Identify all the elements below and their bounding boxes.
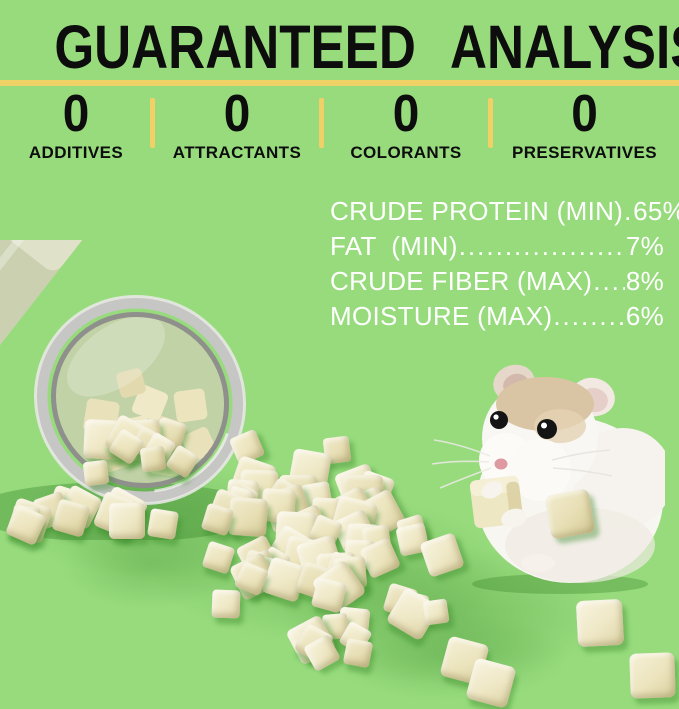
stat-preservatives: 0 PRESERVATIVES (490, 85, 679, 162)
analysis-value: 8% (625, 266, 664, 296)
divider-line (0, 80, 679, 86)
treat-spill (4, 413, 676, 709)
stat-value: 0 (392, 85, 420, 143)
stat-label: ATTRACTANTS (172, 143, 302, 162)
stats-row: 0 ADDITIVES 0 ATTRACTANTS 0 COLORANTS 0 … (0, 85, 679, 162)
page-title: GUARANTEED ANALYSIS (54, 13, 679, 81)
hamster-nose (494, 458, 508, 470)
stat-colorants: 0 COLORANTS (322, 85, 490, 162)
analysis-value: 65% (633, 196, 679, 226)
analysis-label: FAT (MIN) (330, 231, 458, 261)
analysis-dots: ........................................… (624, 196, 632, 227)
stat-value: 0 (62, 85, 90, 143)
stat-additives: 0 ADDITIVES (0, 85, 152, 162)
treat-cube (544, 488, 596, 540)
treat-cube (108, 503, 145, 540)
hamster-head (479, 377, 598, 501)
analysis-row: CRUDE FIBER (MAX) ......................… (330, 266, 664, 301)
hamster-eyes (490, 411, 557, 439)
analysis-value: 7% (625, 231, 664, 261)
jar-body (0, 240, 89, 392)
hamster-whiskers (431, 439, 613, 489)
stat-value: 0 (223, 85, 251, 143)
analysis-row: FAT (MIN) ..............................… (330, 231, 664, 266)
stat-divider (150, 98, 155, 148)
analysis-row: MOISTURE (MAX) .........................… (330, 301, 664, 336)
stat-label: ADDITIVES (28, 143, 124, 162)
stat-divider (319, 98, 324, 148)
analysis-dots: ........................................… (458, 231, 625, 261)
analysis-row: CRUDE PROTEIN (MIN) ....................… (330, 196, 679, 231)
stat-label: PRESERVATIVES (511, 143, 658, 162)
analysis-label: CRUDE PROTEIN (MIN) (330, 196, 624, 226)
stat-attractants: 0 ATTRACTANTS (152, 85, 322, 162)
hamster-paws (481, 481, 527, 528)
stat-divider (488, 98, 493, 148)
analysis-label: CRUDE FIBER (MAX) (330, 266, 593, 296)
analysis-list: CRUDE PROTEIN (MIN) ....................… (330, 196, 679, 336)
stat-label: COLORANTS (350, 143, 462, 162)
glass-reflection (67, 315, 165, 397)
stat-value: 0 (571, 85, 598, 143)
analysis-dots: ........................................… (553, 301, 625, 331)
analysis-value: 6% (625, 301, 664, 331)
analysis-dots: ........................................… (593, 266, 625, 296)
analysis-label: MOISTURE (MAX) (330, 301, 553, 331)
